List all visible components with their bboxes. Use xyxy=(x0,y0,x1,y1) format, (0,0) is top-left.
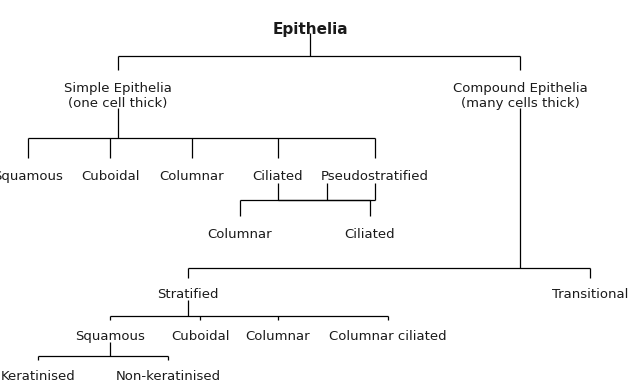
Text: Epithelia: Epithelia xyxy=(272,22,348,37)
Text: Cuboidal: Cuboidal xyxy=(171,330,229,343)
Text: Squamous: Squamous xyxy=(75,330,145,343)
Text: Compound Epithelia
(many cells thick): Compound Epithelia (many cells thick) xyxy=(453,82,587,110)
Text: Columnar ciliated: Columnar ciliated xyxy=(329,330,447,343)
Text: Ciliated: Ciliated xyxy=(345,228,395,241)
Text: Columnar: Columnar xyxy=(208,228,273,241)
Text: Squamous: Squamous xyxy=(0,170,63,183)
Text: Columnar: Columnar xyxy=(160,170,224,183)
Text: Cuboidal: Cuboidal xyxy=(81,170,139,183)
Text: Keratinised: Keratinised xyxy=(1,370,75,383)
Text: Simple Epithelia
(one cell thick): Simple Epithelia (one cell thick) xyxy=(64,82,172,110)
Text: Columnar: Columnar xyxy=(246,330,310,343)
Text: Stratified: Stratified xyxy=(157,288,219,301)
Text: Pseudostratified: Pseudostratified xyxy=(321,170,429,183)
Text: Ciliated: Ciliated xyxy=(252,170,303,183)
Text: Transitional: Transitional xyxy=(552,288,628,301)
Text: Non-keratinised: Non-keratinised xyxy=(116,370,220,383)
